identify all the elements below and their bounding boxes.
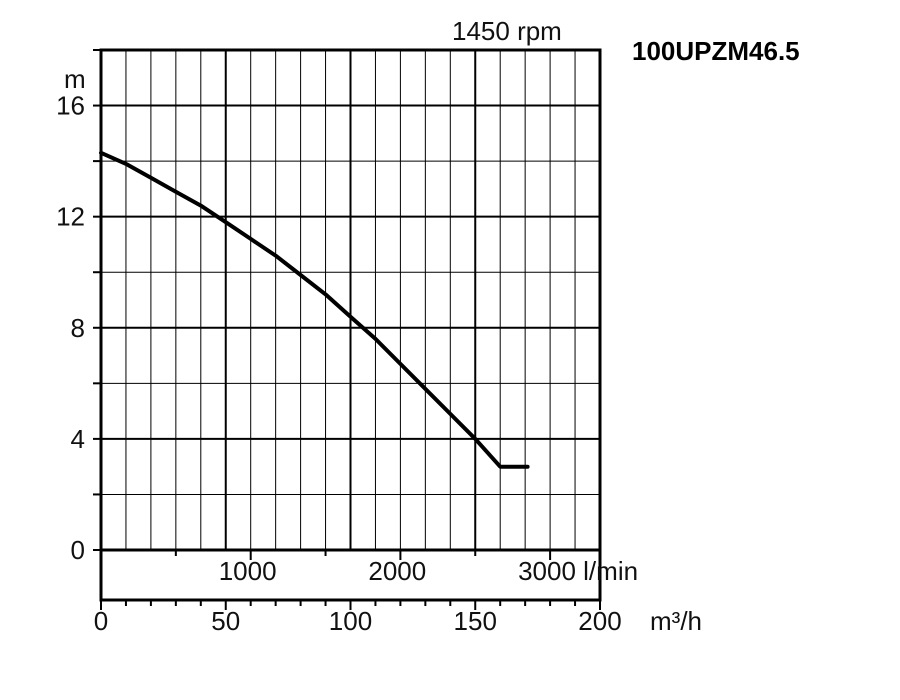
x-tick-label: 200 — [578, 606, 621, 636]
chart-title: 100UPZM46.5 — [632, 36, 800, 66]
x2-tick-label: 1000 — [219, 556, 277, 586]
y-tick-label: 16 — [56, 91, 85, 121]
x-tick-label: 50 — [211, 606, 240, 636]
series-curve — [99, 150, 530, 469]
x-tick-label: 100 — [329, 606, 372, 636]
tick-labels: 0 4 8 12 16 0 50 100 150 200 1000 2000 3000 l/min — [56, 91, 638, 636]
y-tick-label: 0 — [71, 535, 85, 565]
y-axis-label: m — [64, 64, 86, 94]
y-tick-label: 4 — [71, 424, 85, 454]
x-tick-label: 0 — [94, 606, 108, 636]
x-axis-unit: m³/h — [650, 606, 702, 636]
y-tick-label: 12 — [56, 202, 85, 232]
tick-marks — [93, 49, 601, 610]
y-tick-label: 8 — [71, 313, 85, 343]
chart-grid — [101, 50, 600, 550]
x-tick-label: 150 — [454, 606, 497, 636]
chart-subtitle: 1450 rpm — [452, 16, 562, 46]
x2-tick-label: 3000 l/min — [518, 556, 638, 586]
x2-tick-label: 2000 — [368, 556, 426, 586]
